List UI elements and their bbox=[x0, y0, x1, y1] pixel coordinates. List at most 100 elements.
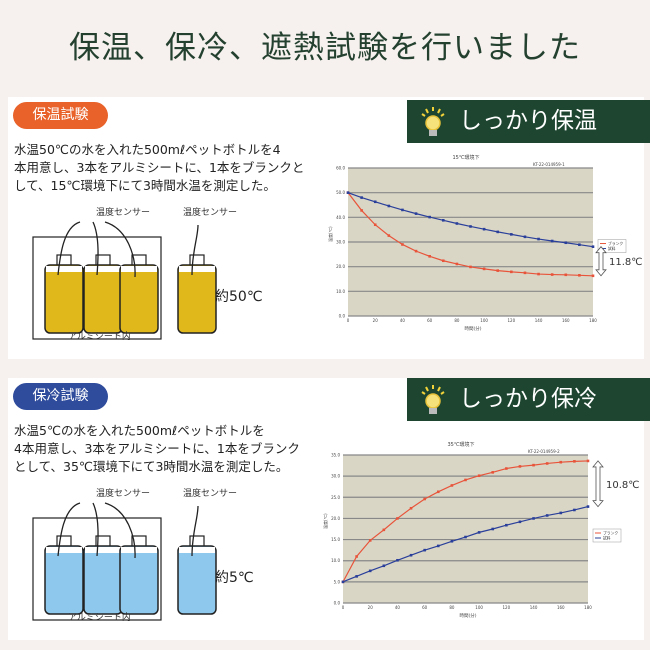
data-point bbox=[387, 204, 391, 208]
chart-code: KT-22-014959-2 bbox=[528, 449, 560, 454]
description-line: 水温50℃の水を入れた500mℓペットボトルを4 bbox=[14, 142, 281, 157]
data-point bbox=[469, 225, 472, 228]
x-tick-label: 40 bbox=[395, 605, 401, 610]
data-point bbox=[523, 271, 527, 275]
result-banner: しっかり保冷 bbox=[407, 378, 650, 421]
x-tick-label: 120 bbox=[503, 605, 511, 610]
result-banner: しっかり保温 bbox=[407, 100, 650, 143]
x-axis-label: 時間(分) bbox=[465, 325, 482, 332]
approx-temperature: 約5℃ bbox=[215, 570, 254, 586]
y-tick-label: 0.0 bbox=[334, 601, 341, 606]
difference-label: 10.8℃ bbox=[606, 480, 640, 491]
data-point bbox=[482, 267, 486, 271]
x-tick-label: 100 bbox=[480, 318, 488, 323]
x-tick-label: 160 bbox=[562, 318, 570, 323]
data-point bbox=[396, 558, 399, 562]
data-point bbox=[382, 528, 386, 532]
temperature-chart: 15℃環境下 KT-22-014959-1 0.0 10.0 20.0 30.0 40.0 5… bbox=[327, 154, 643, 332]
data-point bbox=[496, 269, 500, 272]
test-description: 水温5℃の水を入れた500mℓペットボトルを 4本用意し、3本をアルミシートに、… bbox=[14, 422, 314, 476]
chart-title: 15℃環境下 bbox=[453, 154, 480, 161]
data-point bbox=[436, 544, 440, 548]
sensor-diagram: 温度センサー 温度センサー アルミシート内 約50℃ bbox=[32, 206, 263, 342]
legend bbox=[597, 239, 627, 253]
heat-retention-panel: 保温試験 しっかり保温 水温50℃の水を入れた500mℓペットボトルを4 本用意… bbox=[8, 97, 650, 359]
sensor-cables bbox=[57, 502, 199, 559]
data-point bbox=[578, 243, 581, 247]
blank-bottle bbox=[177, 535, 217, 615]
data-point bbox=[469, 265, 472, 269]
data-point bbox=[591, 245, 595, 248]
difference-arrow-icon bbox=[592, 460, 604, 508]
y-tick-label: 10.0 bbox=[331, 558, 340, 563]
x-tick-label: 120 bbox=[508, 318, 516, 323]
sensor-label: 温度センサー bbox=[183, 206, 237, 218]
y-tick-label: 60.0 bbox=[336, 166, 345, 171]
plot-area bbox=[343, 455, 588, 603]
x-axis-label: 時間(分) bbox=[460, 612, 477, 619]
data-point bbox=[368, 569, 372, 573]
bottle bbox=[83, 535, 123, 615]
data-point bbox=[496, 230, 500, 234]
data-point bbox=[360, 196, 363, 199]
x-tick-label: 20 bbox=[373, 318, 379, 323]
data-point bbox=[545, 462, 549, 465]
data-point bbox=[550, 273, 554, 276]
x-tick-label: 40 bbox=[400, 318, 406, 323]
data-point bbox=[564, 273, 568, 277]
data-point bbox=[559, 511, 563, 515]
data-point bbox=[387, 234, 391, 237]
data-point bbox=[505, 467, 508, 470]
sensor-label: 温度センサー bbox=[183, 487, 237, 499]
data-point bbox=[578, 274, 581, 277]
y-tick-label: 0.0 bbox=[339, 314, 346, 319]
data-point bbox=[586, 459, 590, 463]
data-point bbox=[428, 215, 431, 219]
sensor-diagram: 温度センサー 温度センサー アルミシート内 約5℃ bbox=[32, 487, 254, 623]
data-point bbox=[532, 463, 535, 467]
data-point bbox=[537, 272, 540, 276]
test-description: 水温50℃の水を入れた500mℓペットボトルを4 本用意し、3本をアルミシートに… bbox=[14, 141, 314, 195]
description-line: 水温5℃の水を入れた500mℓペットボトルを bbox=[14, 423, 265, 438]
y-tick-label: 30.0 bbox=[336, 240, 345, 245]
description-line: 本用意し、3本をアルミシートに、1本をブランクと bbox=[14, 160, 305, 175]
temperature-chart: 35℃環境下 KT-22-014959-2 0.0 5.0 10.0 15.0 20.0 25… bbox=[322, 441, 640, 619]
cold-retention-panel: 保冷試験 しっかり保冷 水温5℃の水を入れた500mℓペットボトルを 4本用意し… bbox=[8, 378, 650, 640]
chart-title: 35℃環境下 bbox=[448, 441, 475, 448]
data-point bbox=[382, 564, 386, 568]
legend-label: ブランク bbox=[608, 241, 623, 246]
data-point bbox=[591, 274, 595, 278]
blank-bottle bbox=[177, 254, 217, 334]
description-line: 4本用意し、3本をアルミシートに、1本をブランク bbox=[14, 441, 300, 456]
y-tick-label: 50.0 bbox=[336, 190, 345, 195]
x-tick-label: 100 bbox=[475, 605, 483, 610]
x-tick-label: 80 bbox=[449, 605, 455, 610]
y-tick-label: 30.0 bbox=[331, 474, 340, 479]
data-point bbox=[346, 191, 350, 194]
x-tick-label: 160 bbox=[557, 605, 565, 610]
data-point bbox=[409, 506, 413, 510]
data-point bbox=[464, 535, 467, 539]
x-tick-label: 60 bbox=[427, 318, 433, 323]
legend-label: 試料 bbox=[608, 246, 616, 251]
y-axis-label: 温度(℃) bbox=[327, 226, 333, 242]
banner-text: しっかり保温 bbox=[459, 108, 597, 134]
data-point bbox=[355, 575, 358, 578]
data-point bbox=[532, 517, 535, 520]
data-point bbox=[573, 508, 576, 512]
data-point bbox=[360, 209, 363, 212]
data-point bbox=[505, 523, 508, 527]
y-tick-label: 20.0 bbox=[331, 516, 340, 521]
data-point bbox=[477, 531, 481, 534]
data-point bbox=[396, 517, 399, 520]
y-tick-label: 40.0 bbox=[336, 215, 345, 220]
x-tick-label: 140 bbox=[535, 318, 543, 323]
data-point bbox=[573, 460, 576, 463]
data-point bbox=[510, 233, 513, 236]
x-tick-label: 0 bbox=[342, 605, 345, 610]
data-point bbox=[450, 539, 454, 543]
bottle bbox=[83, 254, 123, 334]
page-title: 保温、保冷、遮熱試験を行いました bbox=[69, 30, 581, 66]
data-point bbox=[477, 474, 481, 478]
data-point bbox=[559, 460, 563, 464]
